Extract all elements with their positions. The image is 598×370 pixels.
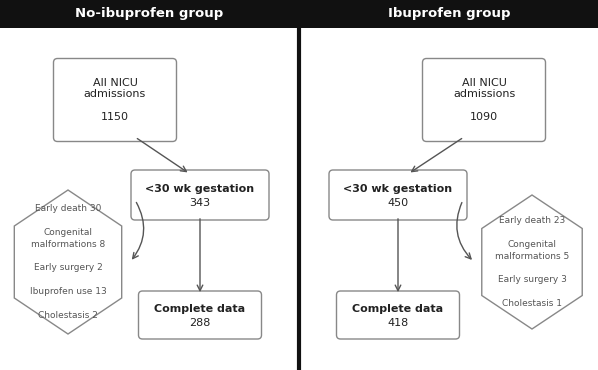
Polygon shape [482, 195, 582, 329]
Text: Early death 23

Congenital
malformations 5

Early surgery 3

Cholestasis 1: Early death 23 Congenital malformations … [495, 216, 569, 308]
FancyBboxPatch shape [423, 58, 545, 141]
Text: <30 wk gestation: <30 wk gestation [343, 184, 453, 194]
Text: Early death 30

Congenital
malformations 8

Early surgery 2

Ibuprofen use 13

C: Early death 30 Congenital malformations … [30, 204, 106, 320]
Polygon shape [14, 190, 122, 334]
FancyBboxPatch shape [329, 170, 467, 220]
Text: All NICU
admissions

1090: All NICU admissions 1090 [453, 78, 515, 122]
FancyBboxPatch shape [131, 170, 269, 220]
Text: 450: 450 [388, 198, 408, 208]
FancyBboxPatch shape [337, 291, 459, 339]
Text: All NICU
admissions

1150: All NICU admissions 1150 [84, 78, 146, 122]
FancyBboxPatch shape [53, 58, 176, 141]
Text: No-ibuprofen group: No-ibuprofen group [75, 7, 223, 20]
Text: Ibuprofen group: Ibuprofen group [388, 7, 510, 20]
Text: 288: 288 [190, 318, 210, 328]
Text: Complete data: Complete data [154, 304, 246, 314]
Text: Complete data: Complete data [352, 304, 444, 314]
Bar [0, 0, 598, 28]
Text: 343: 343 [190, 198, 210, 208]
Text: <30 wk gestation: <30 wk gestation [145, 184, 255, 194]
FancyBboxPatch shape [139, 291, 261, 339]
Text: 418: 418 [388, 318, 408, 328]
